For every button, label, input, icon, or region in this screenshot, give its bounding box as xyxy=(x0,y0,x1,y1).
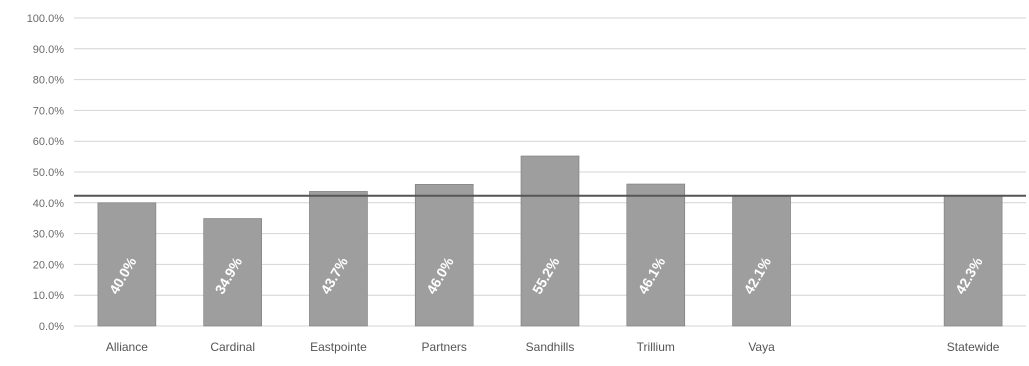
x-category-label: Alliance xyxy=(106,340,148,354)
y-tick-label: 80.0% xyxy=(33,75,64,87)
y-tick-label: 40.0% xyxy=(33,198,64,210)
y-tick-label: 90.0% xyxy=(33,44,64,56)
bar xyxy=(97,202,157,327)
bar xyxy=(732,196,791,327)
x-category-label: Partners xyxy=(422,340,467,354)
x-category-label: Cardinal xyxy=(210,340,255,354)
y-tick-label: 60.0% xyxy=(33,136,64,148)
bar xyxy=(309,191,368,327)
bar xyxy=(414,184,474,327)
x-axis-categories: Alliance Cardinal Eastpointe Partners Sandhi… xyxy=(106,340,1000,354)
y-tick-label: 20.0% xyxy=(33,259,64,271)
y-tick-label: 50.0% xyxy=(33,167,64,179)
y-tick-label: 10.0% xyxy=(33,290,64,302)
x-category-label: Sandhills xyxy=(526,340,575,354)
y-tick-label: 70.0% xyxy=(33,105,64,117)
y-tick-label: 30.0% xyxy=(33,229,64,241)
x-category-label: Vaya xyxy=(748,340,775,354)
y-tick-label: 0.0% xyxy=(39,321,64,333)
y-tick-label: 100.0% xyxy=(27,13,65,25)
y-axis-ticks: 0.0% 10.0% 20.0% 30.0% 40.0% 50.0% 60.0% 70.0% 8… xyxy=(27,13,65,333)
bars xyxy=(97,155,1003,327)
bar xyxy=(203,218,262,327)
bar xyxy=(943,195,1003,327)
x-category-label: Eastpointe xyxy=(310,340,367,354)
x-category-label: Statewide xyxy=(947,340,1000,354)
x-category-label: Trillium xyxy=(637,340,675,354)
bar xyxy=(520,155,580,327)
bar xyxy=(626,183,686,327)
